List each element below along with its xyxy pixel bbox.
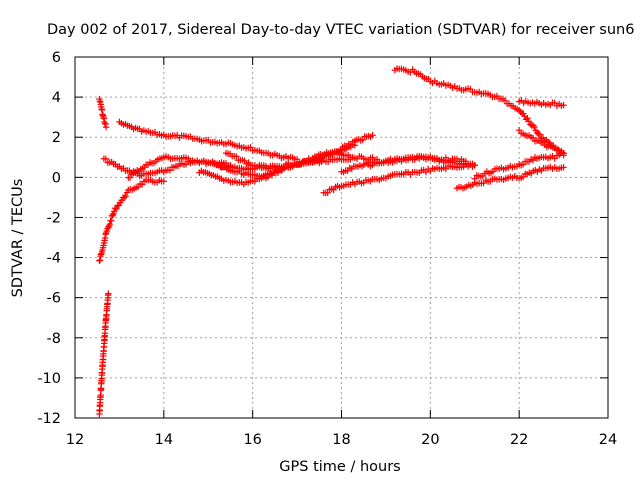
data-point [113, 205, 120, 213]
data-point [122, 192, 129, 200]
axes [74, 56, 609, 419]
y-tick-label: -10 [37, 371, 61, 387]
data-point [109, 211, 116, 219]
x-tick-label: 24 [599, 432, 617, 448]
data-point [531, 123, 538, 131]
data-point [160, 178, 168, 185]
data-point [324, 189, 331, 197]
y-tick-label: -12 [37, 411, 61, 427]
x-axis-label: GPS time / hours [279, 459, 400, 475]
data-point [359, 136, 366, 144]
data-point [560, 164, 567, 171]
data-point [108, 217, 115, 225]
x-tick-label: 22 [510, 432, 528, 448]
data-point [471, 175, 478, 182]
x-tick-label: 18 [332, 432, 350, 448]
data-point [106, 220, 113, 228]
x-tick-label: 14 [155, 432, 173, 448]
y-tick-label: 6 [52, 50, 61, 66]
data-point [524, 115, 531, 122]
plot-frame [74, 56, 609, 419]
x-tick-label: 20 [421, 432, 439, 448]
data-point [515, 107, 523, 114]
data-point [536, 131, 544, 138]
grid [75, 57, 608, 418]
y-tick-label: -8 [47, 331, 61, 347]
chart-title: Day 002 of 2017, Sidereal Day-to-day VTE… [47, 22, 634, 38]
y-tick-label: 0 [52, 170, 61, 186]
data-point [121, 194, 128, 201]
data-point [247, 144, 254, 151]
y-tick-label: 4 [52, 90, 61, 106]
y-tick-label: -4 [47, 251, 61, 267]
y-axis-label: SDTVAR / TECUs [10, 179, 26, 298]
data-point [102, 155, 110, 163]
x-tick-label: 12 [66, 432, 84, 448]
y-tick-label: -6 [47, 291, 61, 307]
x-tick-label: 16 [243, 432, 261, 448]
data-point [126, 174, 134, 181]
data-point [233, 153, 240, 160]
y-tick-label: -2 [47, 210, 61, 226]
data-point [471, 162, 478, 169]
data-point [560, 150, 567, 157]
data-point [560, 101, 567, 109]
data-point [105, 223, 112, 231]
data-point [105, 290, 112, 297]
data-point [527, 121, 534, 128]
y-tick-label: 2 [52, 130, 61, 146]
plot-points [96, 65, 567, 418]
data-point [369, 132, 376, 139]
data-point [102, 123, 110, 131]
data-point [525, 118, 533, 125]
